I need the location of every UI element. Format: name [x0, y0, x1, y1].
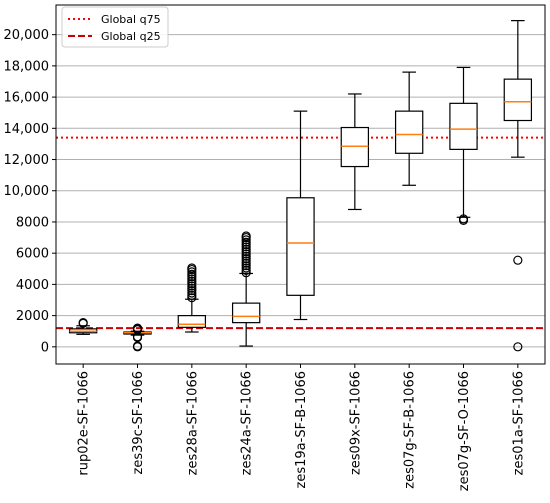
- y-tick-label: 20,000: [4, 28, 50, 43]
- outlier-point: [513, 342, 523, 352]
- box-item: [123, 323, 152, 352]
- outlier-point: [241, 268, 251, 278]
- outlier-point: [241, 237, 251, 247]
- outlier-point: [241, 265, 251, 275]
- outlier-point: [187, 279, 197, 289]
- y-tick-label: 8000: [16, 215, 49, 230]
- x-tick-label: zes39c-SF-1066: [131, 371, 146, 474]
- outlier-point: [241, 251, 251, 261]
- box-item: [286, 110, 315, 321]
- outlier-point: [187, 293, 197, 303]
- x-tick-label: zes28a-SF-1066: [185, 371, 200, 475]
- outlier-point: [78, 318, 88, 328]
- outlier-point: [241, 254, 251, 264]
- outlier-point: [241, 247, 251, 257]
- y-tick-label: 12,000: [4, 153, 50, 168]
- box-item: [503, 20, 533, 352]
- x-tick-label: rup02e-SF-1066: [77, 371, 92, 476]
- outlier-point: [241, 258, 251, 268]
- outlier-point: [187, 281, 197, 291]
- legend-q75-label: Global q75: [101, 13, 161, 26]
- outlier-point: [241, 256, 251, 266]
- y-tick-label: 10,000: [4, 184, 50, 199]
- y-tick-label: 6000: [16, 247, 49, 262]
- y-tick-label: 0: [41, 340, 49, 355]
- box-item: [231, 231, 261, 347]
- outlier-point: [187, 263, 197, 273]
- outlier-point: [187, 283, 197, 293]
- box: [286, 197, 315, 296]
- outlier-point: [187, 274, 197, 284]
- outlier-point: [458, 214, 469, 224]
- reference-lines: [56, 136, 545, 330]
- outlier-point: [513, 255, 523, 265]
- box-item: [394, 71, 424, 186]
- x-tick-label: zes07g-SF-B-1066: [403, 371, 418, 489]
- x-axis: rup02e-SF-1066 zes39c-SF-1066 zes28a-SF-10…: [77, 364, 526, 491]
- box: [394, 110, 424, 154]
- legend-q25-label: Global q25: [101, 30, 161, 43]
- outlier-point: [187, 269, 197, 279]
- outlier-point: [241, 249, 251, 259]
- y-tick-label: 14,000: [4, 122, 50, 137]
- legend: Global q75 Global q25: [61, 6, 169, 48]
- x-tick-label: zes07g-SF-O-1066: [457, 371, 472, 491]
- outlier-point: [187, 276, 197, 286]
- x-tick-label: zes24a-SF-1066: [240, 371, 255, 475]
- box: [340, 126, 370, 168]
- outlier-point: [241, 261, 251, 271]
- x-tick-label: zes19a-SF-B-1066: [294, 371, 309, 488]
- box: [449, 102, 478, 150]
- y-tick-label: 18,000: [4, 59, 50, 74]
- y-tick-label: 4000: [16, 278, 49, 293]
- box-item: [449, 66, 478, 225]
- x-tick-label: zes01a-SF-1066: [511, 371, 526, 475]
- outlier-point: [187, 267, 197, 277]
- x-tick-label: zes09x-SF-1066: [348, 371, 363, 475]
- box-item: [68, 318, 98, 335]
- outlier-point: [241, 235, 251, 245]
- outlier-point: [241, 244, 251, 254]
- box: [177, 315, 207, 328]
- outlier-point: [241, 242, 251, 252]
- y-axis: 0 2000 4000 6000 8000 10,000 12,000 14,000 16,00…: [4, 28, 56, 355]
- outlier-point: [187, 290, 197, 300]
- outlier-point: [241, 231, 251, 241]
- box-item: [340, 93, 370, 211]
- box-item: [177, 263, 207, 333]
- box-series: [68, 20, 533, 352]
- box: [231, 302, 261, 324]
- y-tick-label: 16,000: [4, 91, 50, 106]
- outlier-point: [241, 263, 251, 273]
- outlier-point: [187, 286, 197, 296]
- box: [503, 78, 533, 122]
- outlier-point: [187, 288, 197, 298]
- outlier-point: [132, 323, 143, 333]
- y-tick-label: 2000: [16, 309, 49, 324]
